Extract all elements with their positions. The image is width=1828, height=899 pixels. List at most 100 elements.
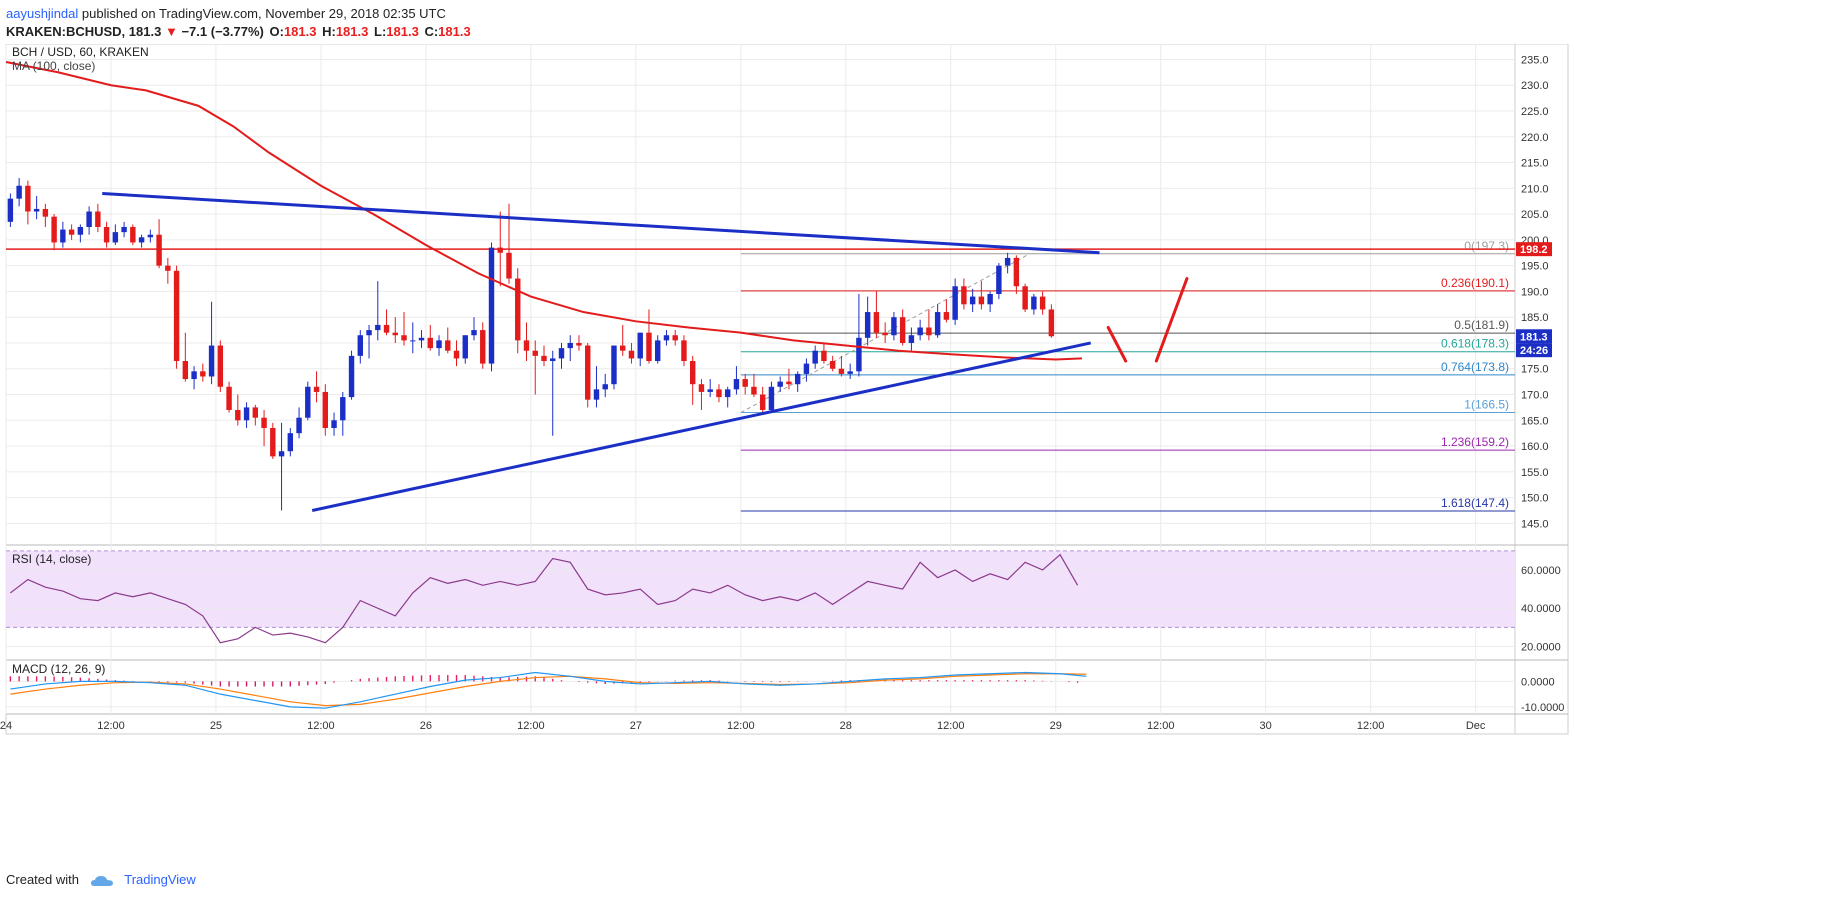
candle	[68, 224, 75, 240]
candle-body	[340, 397, 346, 421]
candle	[147, 229, 154, 243]
fib-level-label: 1(166.5)	[1464, 398, 1509, 412]
candle	[480, 322, 486, 369]
candle-body	[1039, 296, 1046, 310]
candle-body	[698, 384, 705, 392]
candle-body	[462, 335, 468, 359]
candle-body	[287, 433, 294, 452]
candle	[759, 386, 766, 413]
candle-body	[305, 386, 311, 418]
candle-body	[996, 265, 1002, 294]
candle	[7, 193, 14, 227]
candle-body	[471, 330, 477, 336]
candle	[637, 332, 643, 367]
descending-trendline	[102, 191, 1100, 255]
candle-body	[383, 324, 390, 333]
candle	[366, 324, 372, 359]
candle	[838, 355, 845, 377]
rsi-tick-label: 40.0000	[1521, 603, 1561, 615]
candle-body	[1013, 257, 1020, 287]
candle	[786, 368, 792, 390]
candle	[77, 224, 84, 243]
candle-body	[724, 389, 731, 398]
price-tick-label: 160.0	[1521, 441, 1549, 453]
candle	[926, 309, 932, 341]
candle-body	[217, 345, 224, 387]
macd-line	[10, 671, 1087, 709]
candle-body	[453, 350, 460, 359]
rsi-tick-label: 60.0000	[1521, 565, 1561, 577]
time-tick-label: 24	[0, 720, 12, 732]
candle-body	[296, 417, 302, 434]
candle-body	[51, 216, 57, 243]
macd-tick-label: -10.0000	[1521, 702, 1564, 714]
candle	[821, 342, 827, 364]
time-tick-label: 25	[210, 720, 222, 732]
candle-body	[270, 428, 276, 457]
down-triangle-icon: ▼	[164, 24, 178, 39]
candle-body	[68, 229, 75, 235]
price-change: −7.1 (−3.77%)	[181, 24, 264, 39]
price-tick-label: 210.0	[1521, 183, 1549, 195]
candle-body	[550, 358, 556, 362]
candle-body	[899, 317, 906, 343]
candle-body	[733, 379, 740, 390]
candle	[445, 327, 451, 354]
candle-body	[926, 327, 932, 336]
candle	[689, 355, 696, 405]
candle	[602, 373, 608, 398]
candle-body	[829, 361, 836, 369]
candle	[1004, 252, 1011, 274]
candle-body	[523, 340, 530, 351]
low-value: 181.3	[386, 24, 419, 39]
candle	[278, 422, 285, 511]
open-value: 181.3	[283, 24, 317, 39]
candle-body	[961, 286, 967, 305]
high-value: 181.3	[335, 24, 369, 39]
candle-body	[655, 340, 661, 362]
candle-body	[357, 335, 363, 356]
candle	[488, 242, 495, 372]
candle-body	[742, 379, 748, 387]
fib-level-label: 1.236(159.2)	[1441, 435, 1509, 449]
price-tag-label: 24:26	[1520, 345, 1548, 357]
candle	[33, 196, 40, 220]
macd-tick-label: 0.0000	[1521, 676, 1555, 688]
footer: Created with TradingView	[6, 872, 196, 887]
author-link[interactable]: aayushjindal	[6, 6, 79, 21]
macd-signal-line	[10, 673, 1087, 707]
candle	[593, 366, 600, 408]
candle	[375, 281, 381, 341]
publish-info: aayushjindal published on TradingView.co…	[6, 6, 446, 21]
time-tick-label: 12:00	[97, 720, 125, 732]
candle	[138, 234, 145, 248]
candle-body	[707, 389, 713, 392]
candle-body	[16, 185, 22, 199]
candle	[873, 291, 880, 338]
time-tick-label: 28	[840, 720, 852, 732]
candle	[864, 296, 871, 346]
candle-body	[147, 234, 154, 238]
chart-canvas[interactable]: 24 12:00 25 12:00 26 12:00 27 12:00 28 12:00 29 12:…	[0, 44, 1828, 870]
candle-body	[751, 386, 757, 395]
candle-body	[1031, 296, 1037, 310]
candle	[733, 366, 740, 395]
price-tick-label: 145.0	[1521, 518, 1549, 530]
fib-level-label: 1.618(147.4)	[1441, 496, 1509, 510]
candle	[252, 404, 259, 426]
tradingview-link[interactable]: TradingView	[124, 872, 196, 887]
candle	[313, 371, 320, 403]
candle	[655, 335, 661, 364]
candle	[130, 224, 136, 246]
candle	[322, 384, 329, 436]
price-tick-label: 175.0	[1521, 364, 1549, 376]
high-label: H:	[322, 24, 336, 39]
candle-body	[689, 361, 696, 385]
candle	[243, 402, 250, 429]
fib-level-label: 0.236(190.1)	[1441, 276, 1509, 290]
candle-body	[567, 342, 573, 349]
rsi-line	[10, 553, 1079, 644]
chart-header: aayushjindal published on TradingView.co…	[6, 4, 1816, 40]
candle-body	[532, 350, 538, 356]
candle	[112, 224, 119, 246]
